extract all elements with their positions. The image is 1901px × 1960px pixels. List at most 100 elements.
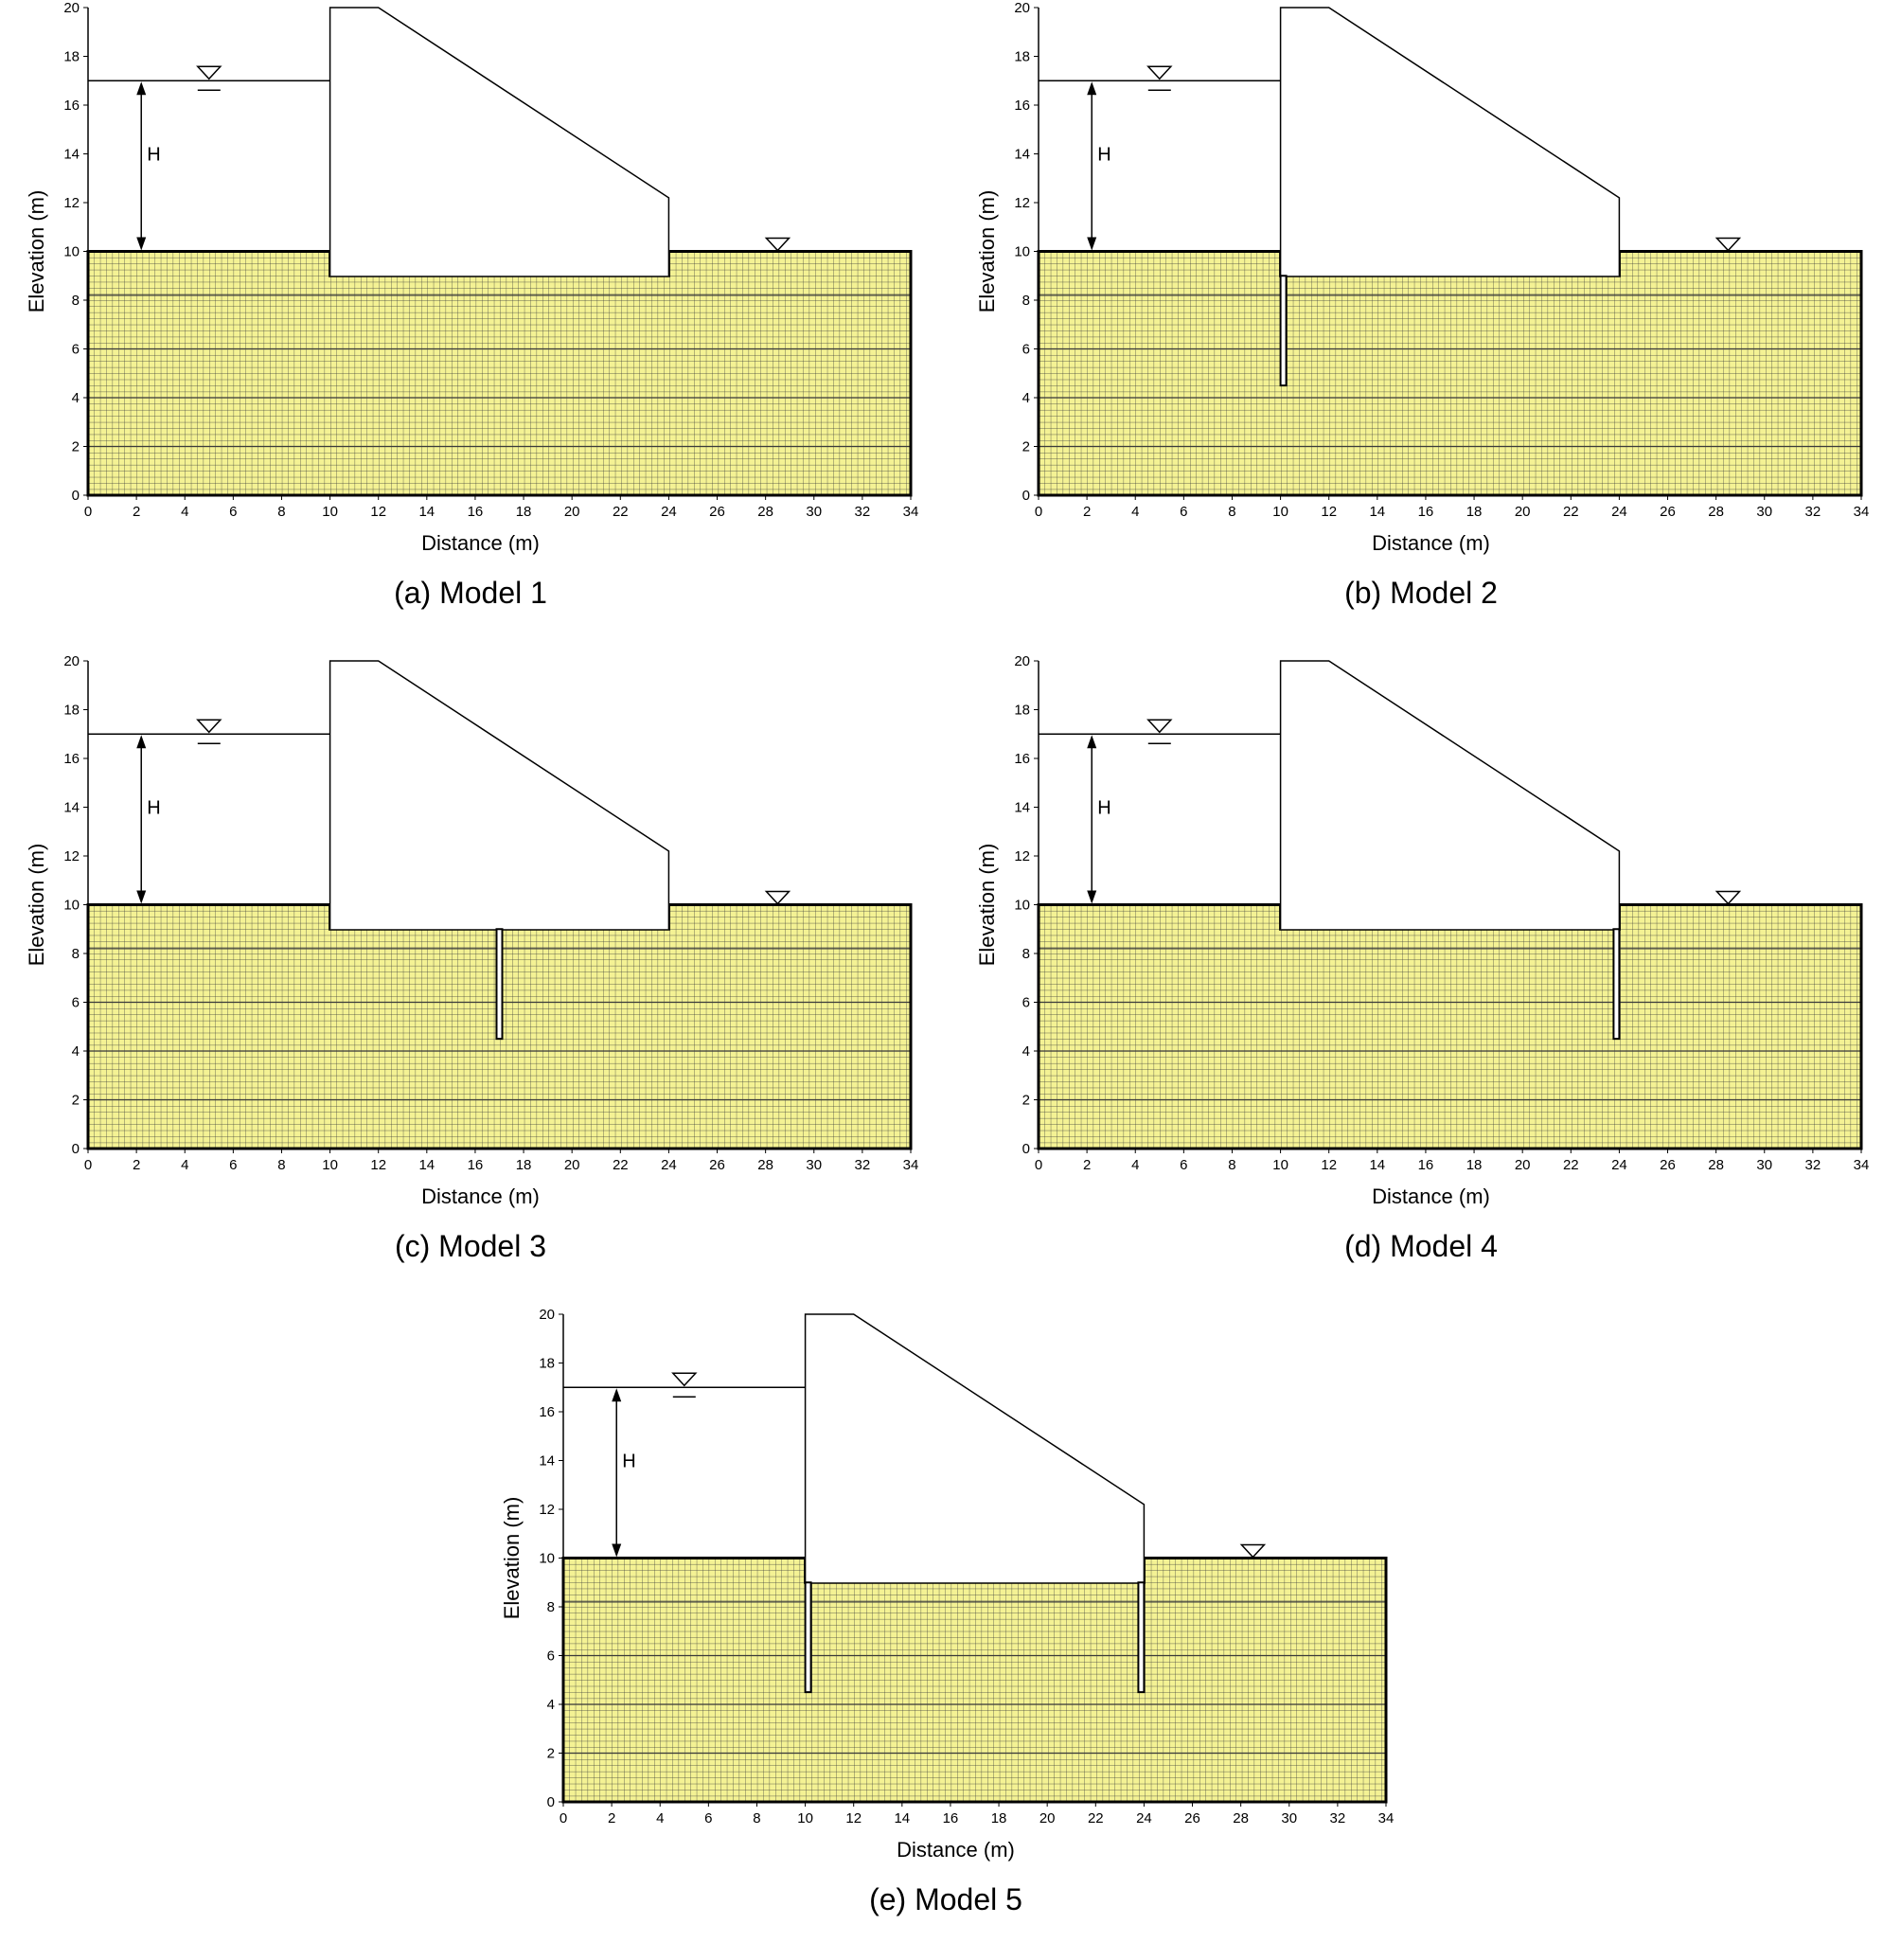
water-level-symbol (764, 890, 791, 905)
x-tick-label: 14 (418, 504, 435, 520)
x-tick-label: 24 (661, 504, 677, 520)
y-tick-label: 12 (63, 195, 80, 211)
y-tick-label: 16 (1014, 751, 1030, 767)
y-axis-title: Elevation (m) (975, 844, 999, 967)
x-tick-label: 34 (903, 504, 919, 520)
x-tick-label: 16 (468, 504, 484, 520)
arrow-head-up (136, 81, 147, 96)
x-tick-label: 22 (1563, 504, 1579, 520)
x-tick-label: 14 (418, 1157, 435, 1173)
arrow-head-down (1087, 890, 1097, 904)
x-axis-title: Distance (m) (421, 1185, 540, 1208)
x-tick-label: 26 (1660, 504, 1676, 520)
x-tick-label: 10 (322, 1157, 338, 1173)
y-tick-label: 0 (1022, 488, 1030, 504)
dam-body (329, 660, 670, 930)
water-level-symbol (1239, 1543, 1267, 1559)
model-diagram: H0 2 4 6 8 10 12 14 16 18 20 22 24 26 28 30 32 3402468101… (500, 1307, 1395, 1916)
cutoff-wall (495, 928, 504, 1041)
y-tick-label: 20 (1014, 653, 1030, 669)
y-tick-label: 4 (72, 390, 80, 406)
x-axis-title: Distance (m) (897, 1838, 1015, 1862)
y-tick-label: 18 (1014, 49, 1030, 65)
water-level-symbol (1714, 890, 1742, 905)
y-tick-label: 14 (1014, 147, 1030, 163)
x-tick-label: 14 (1369, 504, 1385, 520)
x-tick-label: 4 (1131, 504, 1139, 520)
head-label: H (147, 145, 160, 166)
x-tick-label: 2 (1083, 1157, 1091, 1173)
x-tick-label: 20 (1039, 1810, 1056, 1826)
water-level-symbol (764, 237, 791, 252)
x-tick-label: 12 (1321, 1157, 1337, 1173)
y-axis-title: Elevation (m) (500, 1497, 524, 1620)
x-tick-label: 12 (370, 504, 386, 520)
x-axis-title: Distance (m) (1372, 531, 1490, 555)
x-tick-label: 10 (797, 1810, 813, 1826)
y-tick-label: 8 (72, 946, 80, 962)
x-tick-label: 24 (1611, 1157, 1627, 1173)
panel-caption: (e) Model 5 (869, 1882, 1022, 1916)
y-tick-label: 12 (539, 1502, 555, 1518)
x-tick-label: 8 (753, 1810, 760, 1826)
y-tick-label: 16 (63, 98, 80, 114)
x-tick-label: 8 (1228, 504, 1235, 520)
cutoff-wall (1279, 275, 1288, 387)
y-tick-label: 8 (1022, 946, 1030, 962)
x-tick-label: 6 (1180, 1157, 1187, 1173)
y-tick-label: 20 (539, 1307, 555, 1323)
x-tick-label: 10 (322, 504, 338, 520)
x-tick-label: 8 (1228, 1157, 1235, 1173)
y-tick-label: 0 (72, 1141, 80, 1157)
y-tick-label: 16 (1014, 98, 1030, 114)
arrow-head-down (612, 1543, 622, 1558)
y-tick-label: 2 (72, 439, 80, 455)
arrow-head-up (1087, 81, 1097, 96)
x-tick-label: 26 (709, 1157, 725, 1173)
y-tick-label: 12 (1014, 848, 1030, 864)
y-tick-label: 10 (63, 244, 80, 260)
panel-model-1: H 0 2 4 6 8 10 12 14 16 18 20 22 24 26 28 30 32 34 0 2 4 6 8 10 1… (0, 0, 950, 653)
cutoff-wall (1137, 1581, 1146, 1694)
x-tick-label: 6 (1180, 504, 1187, 520)
y-tick-label: 10 (1014, 898, 1030, 914)
x-tick-label: 34 (1854, 1157, 1870, 1173)
x-tick-label: 4 (181, 1157, 188, 1173)
head-label: H (147, 798, 160, 819)
y-tick-label: 2 (1022, 439, 1030, 455)
x-tick-label: 4 (181, 504, 188, 520)
x-tick-label: 26 (709, 504, 725, 520)
water-level-symbol (1146, 719, 1173, 734)
y-tick-label: 14 (1014, 800, 1030, 816)
soil-foundation (88, 251, 911, 495)
x-tick-label: 34 (903, 1157, 919, 1173)
y-tick-label: 18 (63, 49, 80, 65)
dam-body (329, 7, 670, 276)
y-tick-label: 14 (539, 1453, 555, 1470)
y-tick-label: 20 (63, 0, 80, 16)
x-tick-label: 34 (1378, 1810, 1395, 1826)
y-axis-title: Elevation (m) (25, 844, 48, 967)
x-tick-label: 6 (704, 1810, 712, 1826)
x-tick-label: 20 (564, 504, 580, 520)
x-tick-label: 16 (1418, 504, 1434, 520)
x-tick-label: 32 (855, 1157, 871, 1173)
x-tick-label: 6 (229, 1157, 237, 1173)
x-tick-label: 14 (1369, 1157, 1385, 1173)
x-tick-label: 0 (84, 504, 92, 520)
x-tick-label: 34 (1854, 504, 1870, 520)
x-tick-label: 28 (1708, 504, 1724, 520)
x-tick-label: 6 (229, 504, 237, 520)
panel-caption: (a) Model 1 (394, 576, 547, 610)
y-tick-label: 2 (1022, 1093, 1030, 1109)
model-diagram: H0 2 4 6 8 10 12 14 16 18 20 22 24 26 28 30 32 3402468101… (975, 0, 1870, 610)
x-axis-title: Distance (m) (421, 531, 540, 555)
y-tick-label: 10 (63, 898, 80, 914)
y-tick-label: 6 (1022, 995, 1030, 1011)
cutoff-wall (804, 1581, 812, 1694)
y-tick-label: 10 (1014, 244, 1030, 260)
x-tick-label: 30 (1756, 1157, 1772, 1173)
x-tick-label: 16 (1418, 1157, 1434, 1173)
x-tick-label: 0 (1035, 1157, 1042, 1173)
water-level-symbol (196, 719, 222, 734)
